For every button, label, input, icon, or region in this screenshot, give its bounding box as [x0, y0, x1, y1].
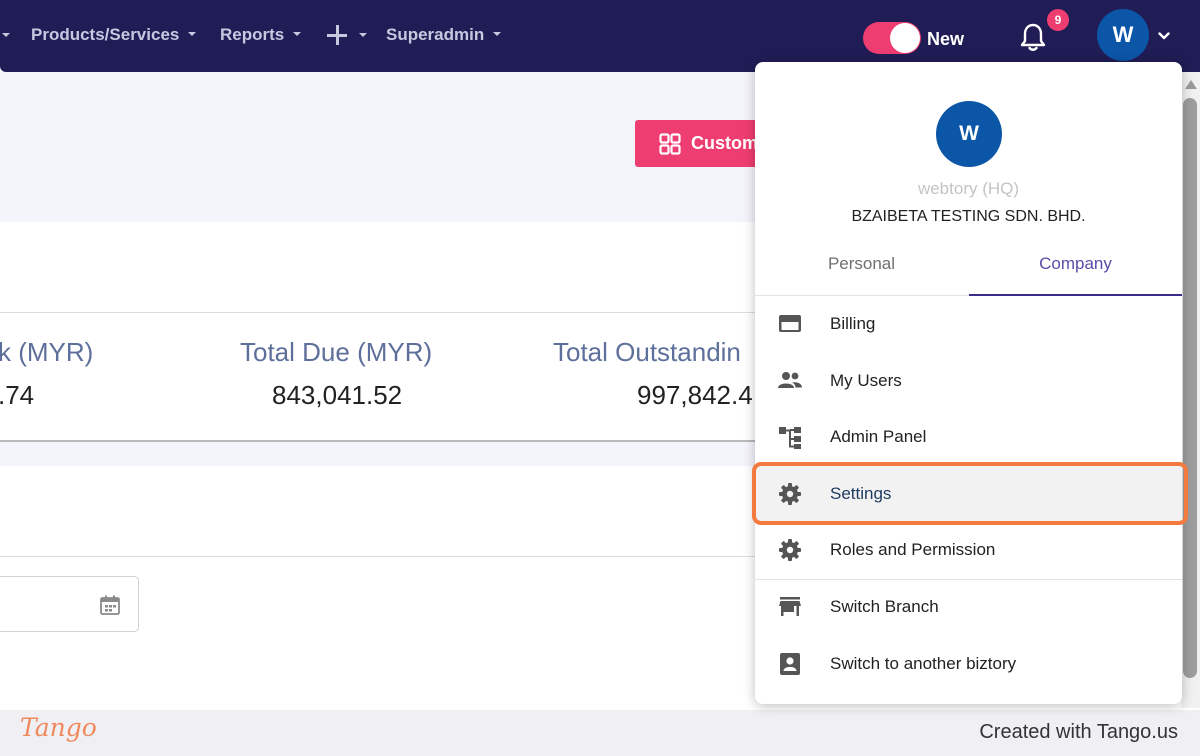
credit-card-icon — [779, 315, 801, 332]
stat-label: Total Outstandin — [553, 337, 741, 367]
footer-bar — [0, 710, 1200, 756]
menu-item-switch-biztory[interactable]: Switch to another biztory — [755, 636, 1182, 692]
nav-item-label: Superadmin — [386, 25, 485, 44]
menu-item-my-users[interactable]: My Users — [755, 353, 1182, 409]
menu-item-roles-and-permission[interactable]: Roles and Permission — [755, 522, 1182, 578]
settings-highlight-box — [752, 462, 1188, 525]
tabs-divider — [755, 295, 1182, 296]
menu-item-settings[interactable]: Settings — [755, 466, 1182, 522]
stat-label: Total Due (MYR) — [240, 337, 433, 367]
hierarchy-icon — [779, 427, 801, 449]
menu-item-label: Billing — [830, 314, 876, 333]
account-dropdown-menu: W webtory (HQ) BZAIBETA TESTING SDN. BHD… — [755, 62, 1182, 704]
top-navigation-bar: Products/Services Reports Superadmin New… — [0, 0, 1200, 72]
menu-item-admin-panel[interactable]: Admin Panel — [755, 409, 1182, 465]
stat-label: k (MYR) — [0, 337, 94, 367]
menu-item-label: My Users — [830, 371, 902, 390]
section-divider — [0, 556, 900, 557]
users-icon — [778, 372, 802, 388]
menu-item-billing[interactable]: Billing — [755, 296, 1182, 352]
menu-item-label: Roles and Permission — [830, 540, 996, 559]
gear-icon — [779, 539, 801, 561]
store-icon — [779, 597, 801, 616]
toggle-knob — [890, 23, 920, 53]
chevron-down-icon[interactable] — [1158, 32, 1170, 40]
menu-item-switch-branch[interactable]: Switch Branch — [755, 579, 1182, 635]
date-input[interactable] — [0, 576, 139, 632]
caret-down-icon — [293, 31, 302, 36]
scroll-up-arrow-icon[interactable] — [1185, 80, 1197, 89]
stat-value: 997,842.4 — [637, 380, 753, 410]
calendar-icon[interactable] — [99, 594, 121, 616]
menu-item-label: Switch Branch — [830, 597, 939, 616]
nav-item-label: Products/Services — [31, 25, 180, 44]
nav-item-superadmin[interactable]: Superadmin — [386, 24, 502, 46]
stat-value: 843,041.52 — [272, 380, 403, 410]
menu-item-label: Settings — [830, 484, 892, 503]
add-plus-icon[interactable] — [326, 24, 348, 46]
nav-previous-caret-icon[interactable] — [2, 33, 10, 37]
company-name: BZAIBETA TESTING SDN. BHD. — [851, 208, 1086, 225]
scrollbar-thumb[interactable] — [1183, 98, 1197, 678]
grid-icon — [659, 133, 681, 155]
gear-icon — [779, 483, 801, 505]
section-divider — [0, 312, 900, 313]
menu-divider — [755, 579, 1182, 580]
section-gap — [0, 442, 900, 466]
stat-value: .74 — [0, 380, 35, 410]
toggle-label: New — [927, 29, 965, 49]
nav-item-label: Reports — [220, 25, 285, 44]
nav-item-reports[interactable]: Reports — [220, 24, 302, 46]
active-tab-indicator — [969, 294, 1182, 296]
tab-company[interactable]: Company — [1039, 254, 1112, 273]
branch-name: webtory (HQ) — [917, 179, 1020, 198]
caret-down-icon — [188, 31, 197, 36]
caret-down-icon — [493, 31, 502, 36]
stats-bottom-border — [0, 440, 900, 442]
dropdown-avatar: W — [936, 101, 1002, 167]
footer-credit-text: Created with Tango.us — [979, 721, 1178, 743]
customize-button[interactable]: Custom — [635, 120, 775, 167]
nav-item-products-services[interactable]: Products/Services — [31, 24, 197, 46]
tab-personal[interactable]: Personal — [827, 254, 896, 273]
menu-item-label: Switch to another biztory — [830, 654, 1017, 673]
new-ui-toggle[interactable] — [863, 22, 921, 54]
menu-item-label: Admin Panel — [830, 427, 927, 446]
customize-button-label: Custom — [691, 133, 758, 153]
tango-logo: Tango — [20, 713, 97, 742]
user-avatar[interactable]: W — [1097, 9, 1149, 61]
caret-down-icon[interactable] — [359, 33, 367, 37]
contact-card-icon — [780, 653, 800, 675]
notification-count-badge[interactable]: 9 — [1047, 9, 1069, 31]
bell-icon[interactable] — [1019, 22, 1047, 52]
